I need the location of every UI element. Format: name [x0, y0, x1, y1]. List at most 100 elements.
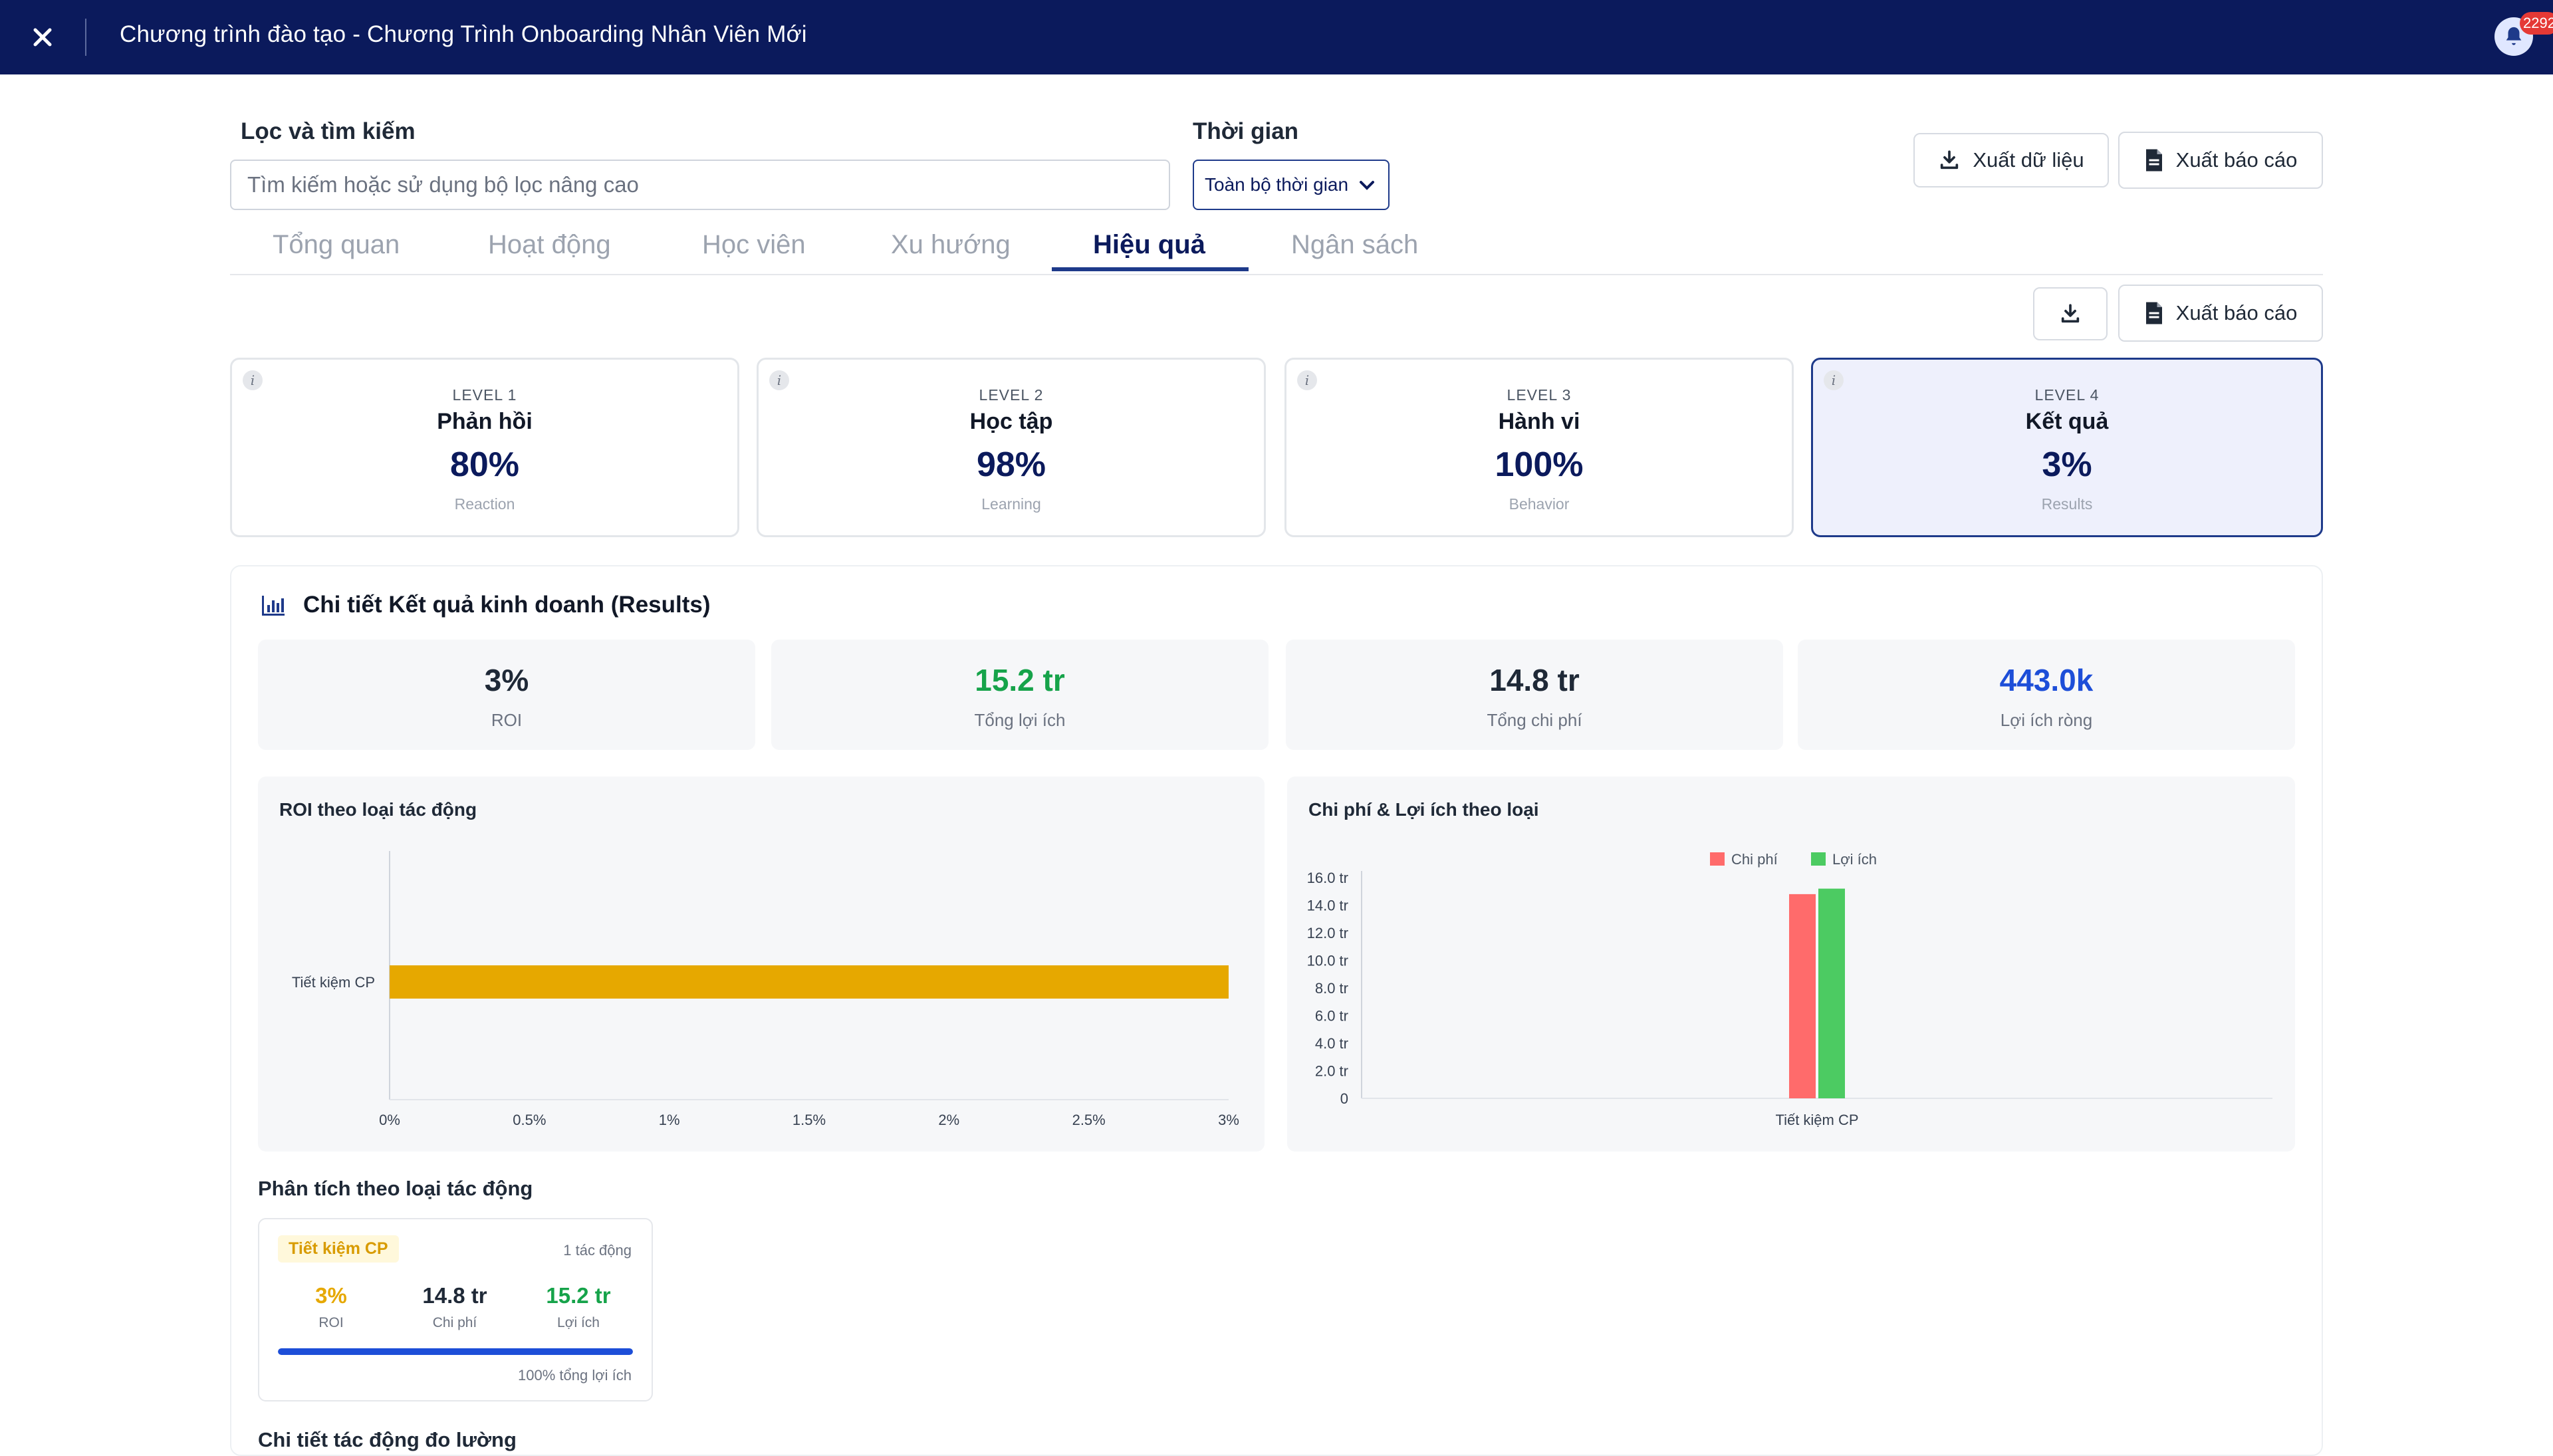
roi-x-tick-label: 0.5% — [513, 1112, 546, 1128]
stat-value: 14.8 tr — [1489, 663, 1580, 697]
cb-y-tick-label: 2.0 tr — [1315, 1063, 1348, 1080]
cost-benefit-chart-title: Chi phí & Lợi ích theo loại — [1308, 799, 1539, 820]
roi-x-tick-label: 2.5% — [1072, 1112, 1106, 1128]
chevron-down-icon — [1359, 174, 1375, 195]
search-label: Lọc và tìm kiếm — [241, 118, 416, 144]
notification-badge: 2292 — [2520, 12, 2553, 35]
cb-bar — [1789, 894, 1816, 1098]
stat-label: Lợi ích ròng — [2000, 710, 2093, 730]
cb-y-tick-label: 12.0 tr — [1307, 925, 1348, 941]
stat-label: ROI — [491, 710, 523, 730]
time-range-value: Toàn bộ thời gian — [1205, 174, 1349, 195]
export-report-label: Xuất báo cáo — [2175, 148, 2298, 172]
impact-cost-label: Chi phí — [432, 1315, 477, 1330]
level-english: Reaction — [454, 495, 515, 513]
level-english: Results — [2041, 495, 2093, 513]
level-number: LEVEL 2 — [979, 386, 1044, 404]
info-icon[interactable]: i — [1297, 370, 1317, 390]
impact-share-fill — [278, 1348, 633, 1355]
legend-swatch — [1710, 852, 1725, 866]
active-tab-indicator — [1052, 267, 1249, 271]
roi-chart-title: ROI theo loại tác động — [279, 799, 477, 820]
info-icon[interactable]: i — [769, 370, 789, 390]
level-name: Học tập — [969, 409, 1053, 434]
section-export-report-button[interactable]: Xuất báo cáo — [2118, 285, 2323, 342]
search-input[interactable] — [230, 160, 1170, 210]
section-export-report-label: Xuất báo cáo — [2175, 301, 2298, 324]
export-data-button[interactable]: Xuất dữ liệu — [1913, 133, 2109, 187]
time-range-select[interactable]: Toàn bộ thời gian — [1193, 160, 1390, 210]
level-name: Kết quả — [2025, 409, 2109, 434]
impact-roi: 3% ROI — [278, 1283, 384, 1331]
level-percent: 100% — [1495, 445, 1584, 484]
level-number: LEVEL 3 — [1507, 386, 1572, 404]
info-icon[interactable]: i — [1824, 370, 1844, 390]
download-button[interactable] — [2033, 287, 2108, 340]
download-icon — [2061, 304, 2080, 323]
cb-y-tick-label: 6.0 tr — [1315, 1008, 1348, 1025]
measured-impact-title: Chi tiết tác động đo lường — [258, 1428, 517, 1451]
impact-roi-label: ROI — [318, 1315, 344, 1330]
level-english: Behavior — [1509, 495, 1570, 513]
tab-budget[interactable]: Ngân sách — [1291, 230, 1419, 259]
roi-chart-card — [258, 777, 1265, 1152]
impact-cost-value: 14.8 tr — [422, 1283, 487, 1308]
page-title: Chương trình đào tạo - Chương Trình Onbo… — [120, 21, 807, 47]
legend-swatch — [1811, 852, 1826, 866]
stat-roi: 3% ROI — [258, 640, 755, 750]
info-icon[interactable]: i — [243, 370, 263, 390]
impact-analysis-title: Phân tích theo loại tác động — [258, 1177, 533, 1200]
roi-x-tick-label: 3% — [1218, 1112, 1239, 1128]
impact-card[interactable]: Tiết kiệm CP 1 tác động 3% ROI 14.8 tr C… — [258, 1218, 653, 1401]
tab-trends[interactable]: Xu hướng — [891, 230, 1011, 259]
cost-benefit-chart: Chi phí Lợi ích 0 2.0 tr 4.0 tr 6.0 tr 8.0 tr 1… — [1307, 851, 2272, 1128]
level-percent: 3% — [2042, 445, 2092, 484]
export-report-button[interactable]: Xuất báo cáo — [2118, 132, 2323, 189]
legend-label: Lợi ích — [1832, 851, 1877, 868]
impact-share-text: 100% tổng lợi ích — [518, 1367, 632, 1384]
stat-value: 3% — [484, 663, 529, 697]
impact-share-bar — [278, 1348, 633, 1355]
stat-total-benefit: 15.2 tr Tổng lợi ích — [771, 640, 1269, 750]
results-title: Chi tiết Kết quả kinh doanh (Results) — [303, 592, 711, 618]
document-icon — [2145, 149, 2162, 172]
level-name: Phản hồi — [437, 409, 533, 434]
roi-x-tick-label: 1.5% — [792, 1112, 826, 1128]
tab-effectiveness[interactable]: Hiệu quả — [1093, 230, 1205, 259]
impact-benefit: 15.2 tr Lợi ích — [525, 1283, 632, 1331]
impact-benefit-value: 15.2 tr — [546, 1283, 611, 1308]
stat-value: 443.0k — [1999, 663, 2094, 697]
stat-label: Tổng lợi ích — [974, 710, 1066, 730]
level-number: LEVEL 4 — [2034, 386, 2100, 404]
export-data-label: Xuất dữ liệu — [1973, 148, 2084, 172]
level-card-results[interactable]: i LEVEL 4 Kết quả 3% Results — [1811, 358, 2323, 537]
stat-total-cost: 14.8 tr Tổng chi phí — [1286, 640, 1783, 750]
roi-x-tick-label: 2% — [938, 1112, 959, 1128]
close-icon[interactable] — [25, 20, 60, 55]
cb-y-tick-label: 8.0 tr — [1315, 980, 1348, 997]
document-icon — [2145, 302, 2162, 324]
tab-bar: Tổng quan Hoạt động Học viên Xu hướng Hi… — [230, 223, 2323, 275]
legend-label: Chi phí — [1731, 851, 1778, 868]
cb-y-tick-label: 0 — [1340, 1090, 1348, 1107]
level-english: Learning — [981, 495, 1041, 513]
download-icon — [1941, 150, 1959, 170]
level-card-learning[interactable]: i LEVEL 2 Học tập 98% Learning — [757, 358, 1266, 537]
tab-overview[interactable]: Tổng quan — [273, 230, 400, 259]
level-number: LEVEL 1 — [452, 386, 517, 404]
cb-y-tick-label: 14.0 tr — [1307, 898, 1348, 914]
header-divider — [85, 19, 86, 56]
tab-activity[interactable]: Hoạt động — [488, 230, 611, 259]
cb-category-label: Tiết kiệm CP — [1775, 1112, 1858, 1128]
impact-roi-value: 3% — [315, 1283, 347, 1308]
cb-y-tick-label: 4.0 tr — [1315, 1035, 1348, 1052]
cb-y-tick-label: 16.0 tr — [1307, 870, 1348, 886]
tab-learners[interactable]: Học viên — [702, 230, 806, 259]
roi-x-tick-label: 1% — [659, 1112, 680, 1128]
stat-net-benefit: 443.0k Lợi ích ròng — [1798, 640, 2295, 750]
cb-bar — [1818, 888, 1845, 1098]
level-card-behavior[interactable]: i LEVEL 3 Hành vi 100% Behavior — [1284, 358, 1794, 537]
level-card-reaction[interactable]: i LEVEL 1 Phản hồi 80% Reaction — [230, 358, 739, 537]
top-bar: Chương trình đào tạo - Chương Trình Onbo… — [0, 0, 2553, 74]
impact-benefit-label: Lợi ích — [557, 1315, 600, 1330]
